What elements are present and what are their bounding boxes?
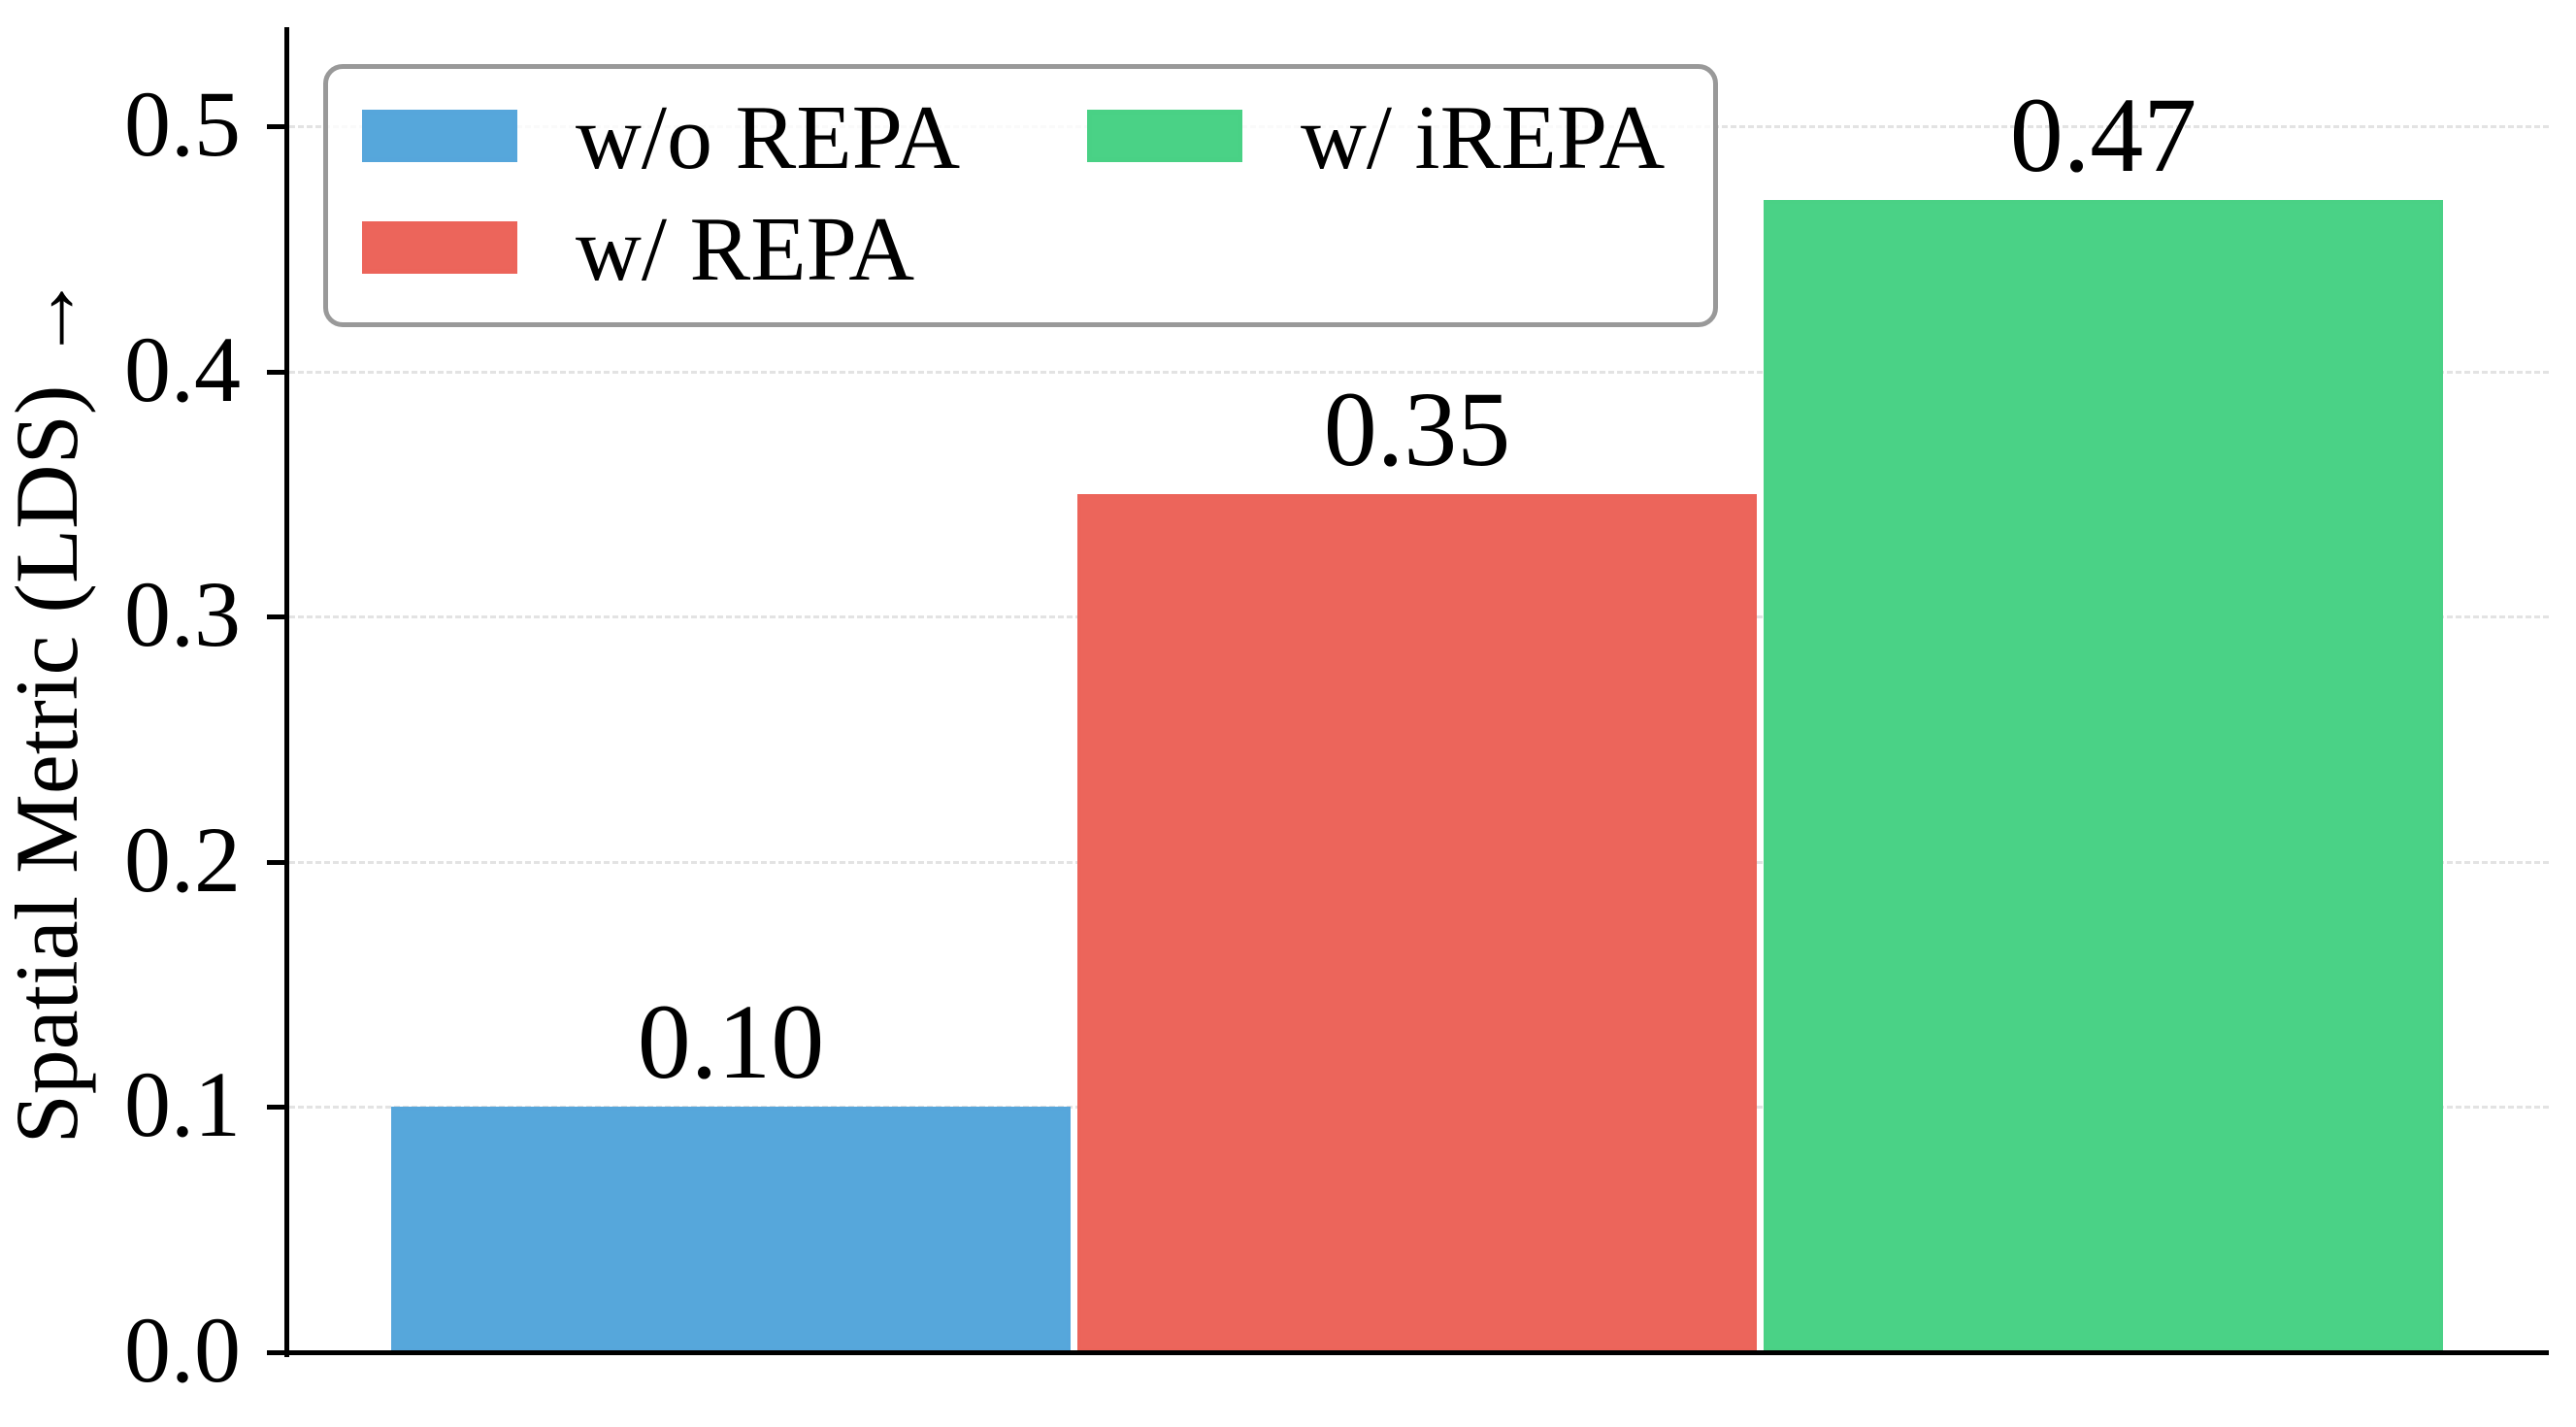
bar-value-label: 0.47	[2009, 76, 2197, 194]
legend-swatch	[362, 221, 517, 274]
y-tick-mark	[267, 860, 284, 865]
legend: w/o REPA w/ REPA w/ iREPA	[323, 64, 1718, 327]
x-axis-spine	[282, 1350, 2549, 1355]
legend-swatch	[362, 110, 517, 162]
legend-entry-label: w/ iREPA	[1301, 87, 1666, 188]
legend-swatch	[1087, 110, 1242, 162]
y-tick-label: 0.5	[124, 72, 241, 177]
y-tick-mark	[267, 1105, 284, 1110]
bar-value-label: 0.35	[1323, 370, 1511, 488]
y-tick-label: 0.2	[124, 808, 241, 913]
bar-w-repa	[1077, 494, 1757, 1352]
legend-entry-label: w/ REPA	[576, 199, 915, 300]
bar-w-o-repa	[391, 1107, 1071, 1352]
y-axis-spine	[284, 27, 289, 1357]
y-tick-mark	[267, 370, 284, 375]
legend-entry-label: w/o REPA	[576, 87, 961, 188]
y-tick-label: 0.4	[124, 317, 241, 422]
y-tick-label: 0.3	[124, 562, 241, 667]
y-tick-mark	[267, 1350, 284, 1355]
y-tick-mark	[267, 124, 284, 129]
gridline	[289, 371, 2549, 374]
y-tick-mark	[267, 614, 284, 619]
bar-w-irepa	[1764, 200, 2443, 1352]
y-tick-label: 0.1	[124, 1052, 241, 1157]
bar-value-label: 0.10	[637, 982, 825, 1101]
y-tick-label: 0.0	[124, 1298, 241, 1403]
